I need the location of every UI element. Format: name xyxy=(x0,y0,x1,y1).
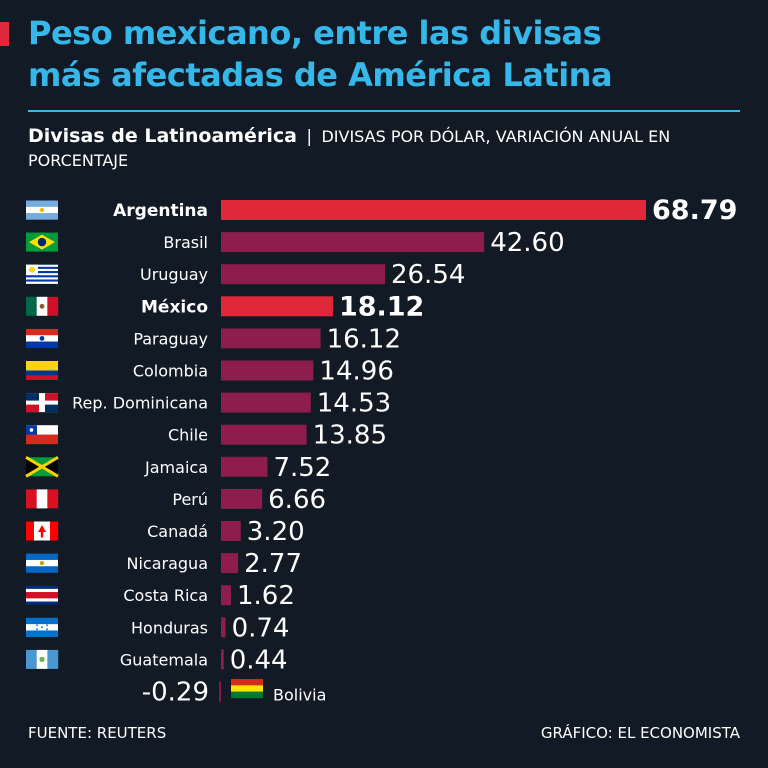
bar-guatemala xyxy=(221,649,224,670)
bar-row-costa-rica: Costa Rica 1.62 xyxy=(26,581,295,611)
category-label-costa-rica: Costa Rica xyxy=(123,586,208,605)
value-label-jamaica: 7.52 xyxy=(273,453,331,483)
subtitle-strong: Divisas de Latinoamérica xyxy=(28,125,297,147)
bar-row-uruguay: Uruguay 26.54 xyxy=(26,260,465,290)
bar-mexico xyxy=(221,296,333,317)
bar-row-nicaragua: Nicaragua 2.77 xyxy=(26,549,302,579)
value-label-paraguay: 16.12 xyxy=(327,324,401,354)
bar-row-brasil: Brasil 42.60 xyxy=(26,228,565,258)
category-label-jamaica: Jamaica xyxy=(144,458,208,477)
credit-note: GRÁFICO: EL ECONOMISTA xyxy=(540,724,740,742)
bar-row-paraguay: Paraguay 16.12 xyxy=(26,324,401,354)
bar-row-canada: Canadá 3.20 xyxy=(26,517,305,547)
bar-brasil xyxy=(221,232,485,253)
category-label-chile: Chile xyxy=(168,426,208,445)
bar-row-peru: Perú 6.66 xyxy=(26,485,326,515)
bar-argentina xyxy=(221,200,646,220)
value-label-uruguay: 26.54 xyxy=(391,260,465,290)
bar-rep-dominicana xyxy=(221,392,311,413)
value-label-chile: 13.85 xyxy=(313,421,387,451)
subtitle-description: DIVISAS POR DÓLAR, VARIACIÓN ANUAL EN PO… xyxy=(28,127,671,170)
page-title: Peso mexicano, entre las divisas más afe… xyxy=(28,12,758,96)
bar-row-jamaica: Jamaica 7.52 xyxy=(25,453,331,483)
category-label-canada: Canadá xyxy=(147,522,208,541)
category-label-colombia: Colombia xyxy=(133,362,208,381)
title-divider xyxy=(28,110,740,112)
value-label-canada: 3.20 xyxy=(247,517,305,547)
value-label-guatemala: 0.44 xyxy=(230,645,288,675)
bar-colombia xyxy=(221,360,314,381)
nicaragua-flag-icon xyxy=(26,553,58,573)
guatemala-flag-icon xyxy=(26,649,59,669)
bar-peru xyxy=(221,488,263,509)
chile-flag-icon xyxy=(26,425,58,445)
bar-row-mexico: México 18.12 xyxy=(26,291,424,322)
bolivia-flag-icon xyxy=(231,679,263,699)
value-label-brasil: 42.60 xyxy=(490,228,564,258)
category-label-brasil: Brasil xyxy=(163,233,208,252)
bar-row-chile: Chile 13.85 xyxy=(26,421,387,451)
mexico-flag-icon xyxy=(26,296,59,316)
honduras-flag-icon xyxy=(26,617,58,637)
category-label-paraguay: Paraguay xyxy=(133,329,208,348)
paraguay-flag-icon xyxy=(26,328,58,349)
argentina-flag-icon xyxy=(26,200,58,220)
category-label-mexico: México xyxy=(141,297,208,317)
costa-rica-flag-icon xyxy=(26,585,58,605)
category-label-argentina: Argentina xyxy=(113,201,208,221)
peru-flag-icon xyxy=(26,489,59,509)
value-label-costa-rica: 1.62 xyxy=(237,581,295,611)
dominican-republic-flag-icon xyxy=(26,393,58,413)
bar-canada xyxy=(221,521,241,541)
value-label-peru: 6.66 xyxy=(268,485,326,515)
bar-honduras xyxy=(221,617,226,638)
bar-costa-rica xyxy=(221,585,232,606)
bar-row-bolivia: -0.29 Bolivia xyxy=(142,678,327,708)
value-label-bolivia: -0.29 xyxy=(142,678,209,708)
category-label-uruguay: Uruguay xyxy=(140,265,208,284)
bar-row-rep-dominicana: Rep. Dominicana 14.53 xyxy=(26,389,391,419)
bar-chile xyxy=(221,424,307,445)
bar-row-colombia: Colombia 14.96 xyxy=(26,357,394,387)
colombia-flag-icon xyxy=(26,361,58,380)
category-label-peru: Perú xyxy=(172,490,208,509)
bar-row-guatemala: Guatemala 0.44 xyxy=(26,645,288,675)
category-label-bolivia: Bolivia xyxy=(273,686,326,705)
bar-bolivia xyxy=(219,681,221,702)
canada-flag-icon xyxy=(26,521,59,541)
value-label-colombia: 14.96 xyxy=(319,357,393,387)
bar-paraguay xyxy=(221,328,321,349)
bar-row-honduras: Honduras 0.74 xyxy=(26,613,289,643)
brazil-flag-icon xyxy=(26,232,58,252)
uruguay-flag-icon xyxy=(26,264,58,284)
value-label-mexico: 18.12 xyxy=(339,291,424,322)
value-label-argentina: 68.79 xyxy=(652,195,737,226)
value-label-honduras: 0.74 xyxy=(232,613,290,643)
bar-uruguay xyxy=(221,264,385,285)
category-label-nicaragua: Nicaragua xyxy=(127,554,209,573)
title-line-2: más afectadas de América Latina xyxy=(28,56,613,94)
value-label-rep-dominicana: 14.53 xyxy=(317,389,391,419)
category-label-guatemala: Guatemala xyxy=(120,650,208,669)
category-label-rep-dominicana: Rep. Dominicana xyxy=(72,394,208,413)
bar-nicaragua xyxy=(221,553,239,574)
source-note: FUENTE: REUTERS xyxy=(28,724,167,742)
bar-jamaica xyxy=(221,456,268,477)
subtitle-separator: | xyxy=(306,127,313,147)
value-label-nicaragua: 2.77 xyxy=(244,549,302,579)
jamaica-flag-icon xyxy=(25,456,59,478)
title-line-1: Peso mexicano, entre las divisas xyxy=(28,14,602,52)
category-label-honduras: Honduras xyxy=(131,618,208,637)
title-accent-bar xyxy=(0,22,9,46)
chart-subtitle: Divisas de Latinoamérica | DIVISAS POR D… xyxy=(28,124,728,173)
bar-row-argentina: Argentina 68.79 xyxy=(26,195,737,226)
